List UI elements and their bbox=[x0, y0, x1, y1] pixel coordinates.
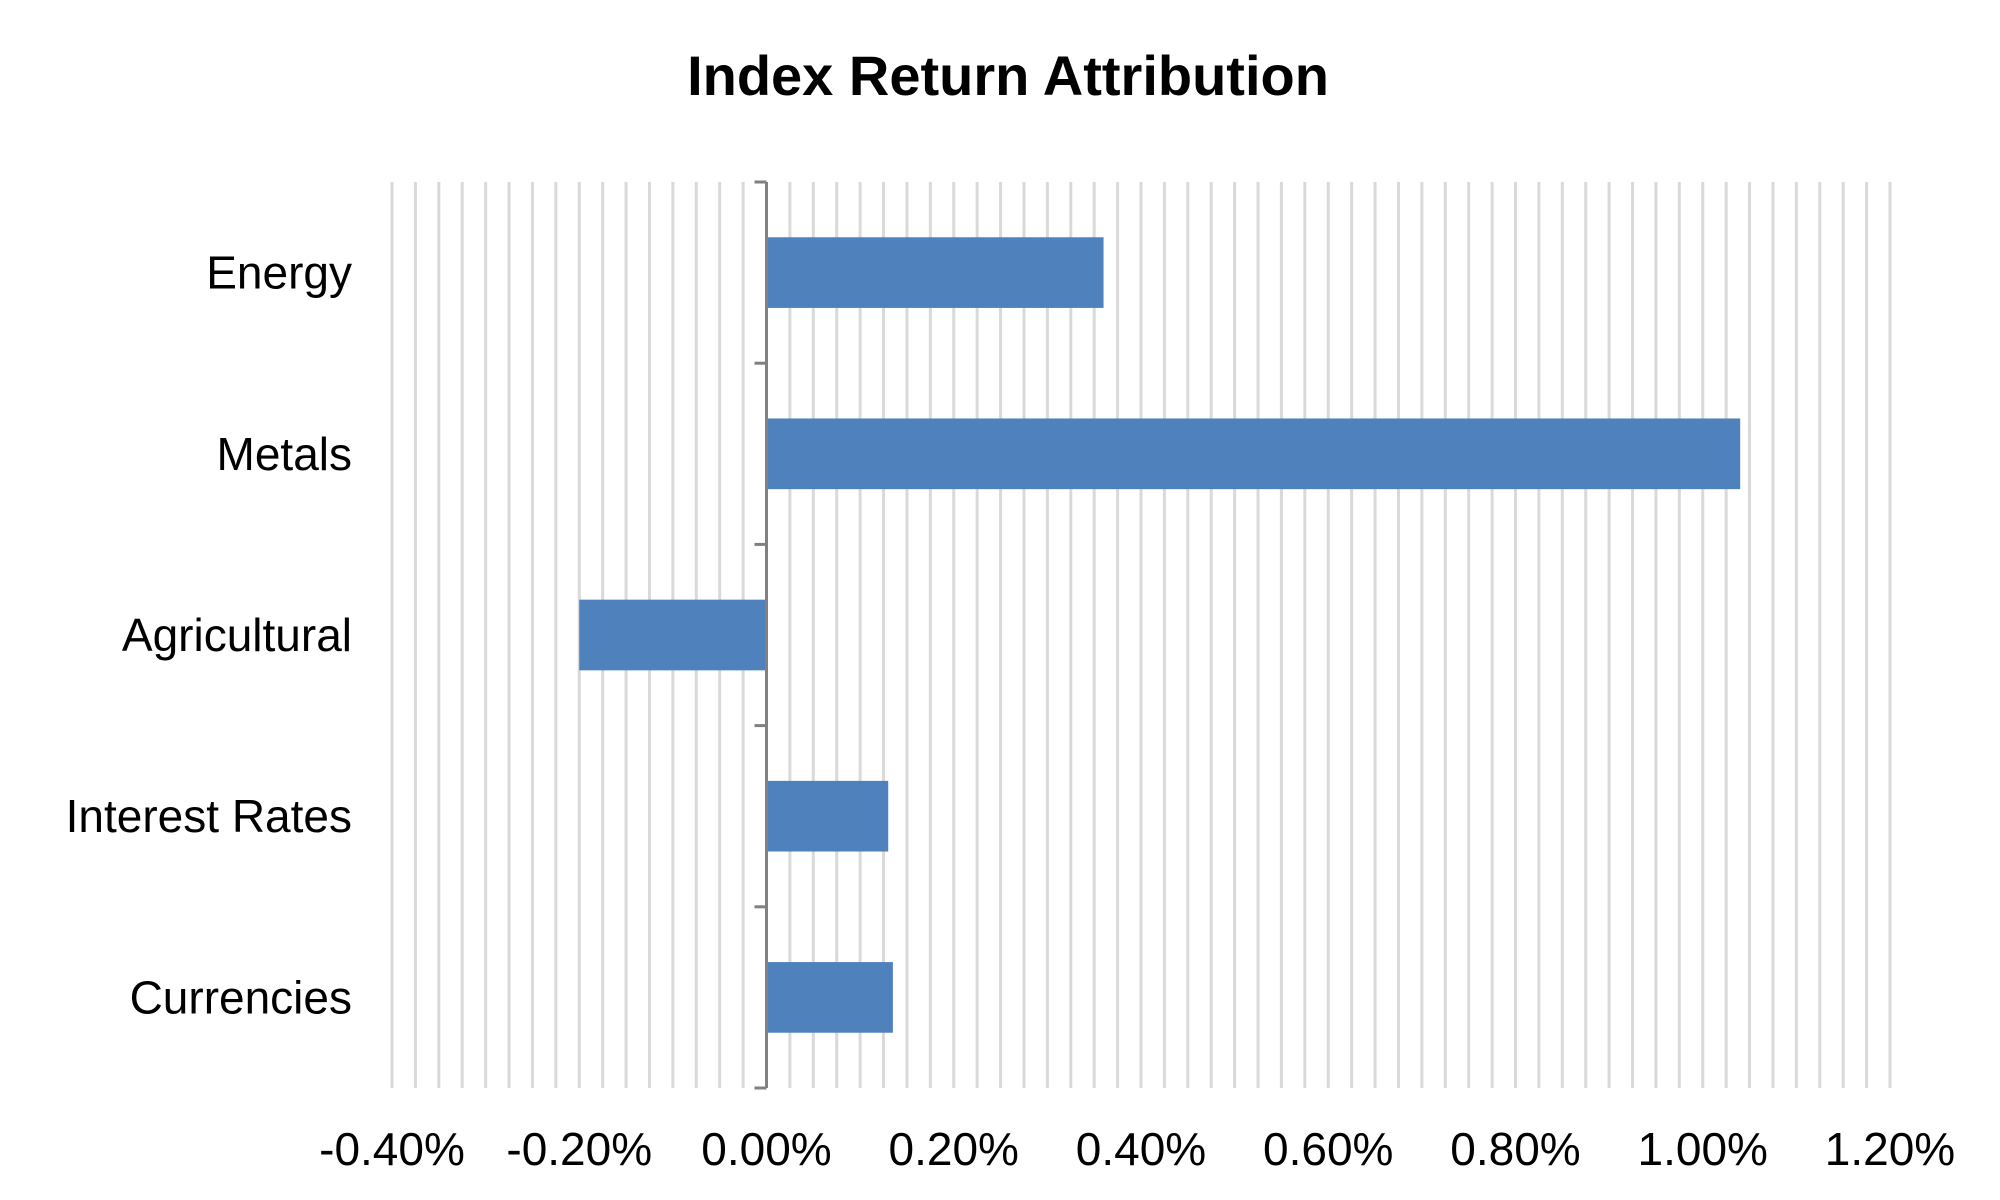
category-label: Agricultural bbox=[122, 609, 352, 661]
x-tick-label: 1.20% bbox=[1825, 1123, 1955, 1175]
chart-title: Index Return Attribution bbox=[687, 44, 1329, 107]
bar-currencies bbox=[766, 962, 893, 1033]
x-tick-labels: -0.40% -0.20% 0.00% 0.20% 0.40% 0.60% 0.80% 1.0… bbox=[319, 1123, 1955, 1175]
category-label: Interest Rates bbox=[66, 790, 352, 842]
category-label: Metals bbox=[217, 428, 352, 480]
bars bbox=[579, 237, 1741, 1033]
x-tick-label: 0.40% bbox=[1076, 1123, 1206, 1175]
bar-agricultural bbox=[579, 599, 767, 671]
x-tick-label: 0.00% bbox=[701, 1123, 831, 1175]
category-labels: Energy Metals Agricultural Interest Rates Cu… bbox=[66, 247, 352, 1024]
category-axis bbox=[754, 180, 768, 1090]
x-tick-label: 1.00% bbox=[1638, 1123, 1768, 1175]
bar-metals bbox=[766, 418, 1741, 490]
category-label: Currencies bbox=[130, 971, 352, 1023]
x-tick-label: 0.20% bbox=[889, 1123, 1019, 1175]
x-tick-label: 0.80% bbox=[1450, 1123, 1580, 1175]
x-tick-label: -0.40% bbox=[319, 1123, 465, 1175]
x-tick-label: 0.60% bbox=[1263, 1123, 1393, 1175]
x-tick-label: -0.20% bbox=[506, 1123, 652, 1175]
category-label: Energy bbox=[206, 247, 352, 299]
bar-interest-rates bbox=[766, 780, 889, 852]
bar-energy bbox=[766, 237, 1104, 308]
